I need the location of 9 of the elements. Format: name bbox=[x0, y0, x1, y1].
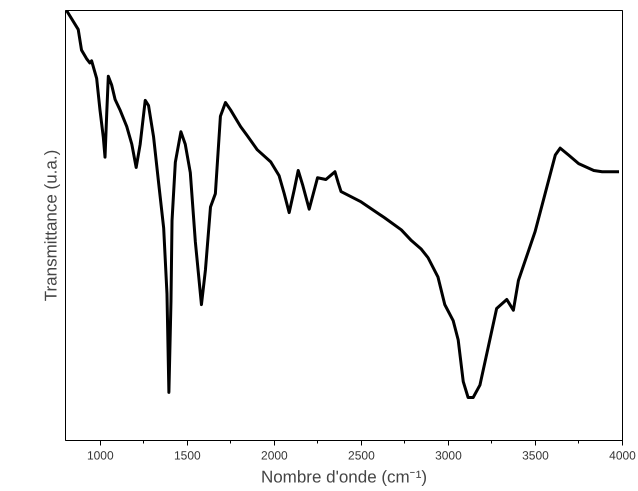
x-tick-label: 3500 bbox=[522, 448, 550, 462]
x-tick-label: 2500 bbox=[348, 448, 376, 462]
x-tick-label: 1500 bbox=[174, 448, 202, 462]
y-axis-title: Transmittance (u.a.) bbox=[42, 150, 60, 302]
x-axis-title: Nombre d'onde (cm⁻¹) bbox=[260, 468, 428, 486]
x-tick-label: 2000 bbox=[261, 448, 288, 462]
x-tick-label: 4000 bbox=[609, 448, 636, 462]
x-tick-label: 3000 bbox=[435, 448, 462, 462]
x-tick-label: 1000 bbox=[86, 448, 114, 462]
